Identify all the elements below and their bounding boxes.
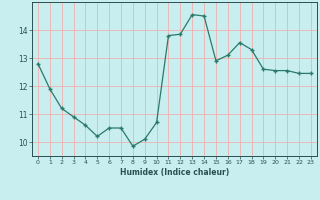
X-axis label: Humidex (Indice chaleur): Humidex (Indice chaleur) <box>120 168 229 177</box>
